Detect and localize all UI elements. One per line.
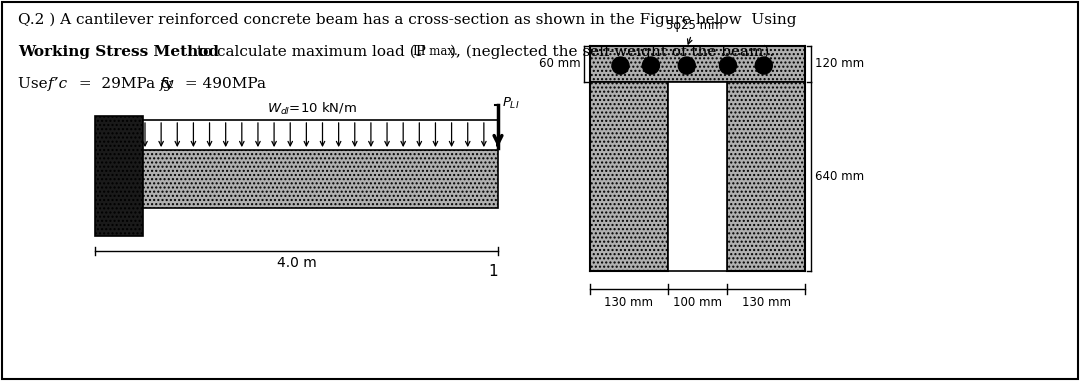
Circle shape (755, 57, 772, 74)
Text: 4.0 m: 4.0 m (276, 256, 316, 270)
Text: 640 mm: 640 mm (815, 170, 864, 183)
Text: 1: 1 (488, 264, 498, 279)
Circle shape (678, 57, 696, 74)
Bar (143, 150, 498, 208)
Text: 5φ25 mm: 5φ25 mm (666, 19, 724, 44)
Bar (590, 82, 667, 271)
Text: f’c: f’c (48, 77, 68, 91)
Text: 120 mm: 120 mm (815, 57, 864, 70)
Text: 130 mm: 130 mm (742, 296, 791, 309)
Circle shape (643, 57, 660, 74)
Text: Use: Use (18, 77, 53, 91)
Text: to calculate maximum load (P: to calculate maximum load (P (192, 45, 426, 59)
Text: $P_{LI}$: $P_{LI}$ (502, 96, 519, 110)
Bar (728, 82, 805, 271)
Bar (95, 116, 143, 236)
Text: LI max.: LI max. (413, 45, 458, 58)
Text: fy: fy (160, 77, 174, 91)
Circle shape (612, 57, 629, 74)
Text: 60 mm: 60 mm (539, 57, 581, 70)
Text: Q.2 ) A cantilever reinforced concrete beam has a cross-section as shown in the : Q.2 ) A cantilever reinforced concrete b… (18, 13, 797, 27)
Text: Working Stress Method: Working Stress Method (18, 45, 219, 59)
Text: ), (neglected the self-weight of the beam).: ), (neglected the self-weight of the bea… (450, 45, 774, 59)
Text: =  29MPa &: = 29MPa & (75, 77, 174, 91)
Text: 130 mm: 130 mm (605, 296, 653, 309)
Circle shape (719, 57, 737, 74)
Text: 100 mm: 100 mm (673, 296, 723, 309)
Bar (667, 82, 728, 271)
Text: = 490MPa: = 490MPa (180, 77, 266, 91)
Text: $W_{dl}$=10 kN/m: $W_{dl}$=10 kN/m (267, 101, 357, 117)
Bar (590, 46, 805, 82)
